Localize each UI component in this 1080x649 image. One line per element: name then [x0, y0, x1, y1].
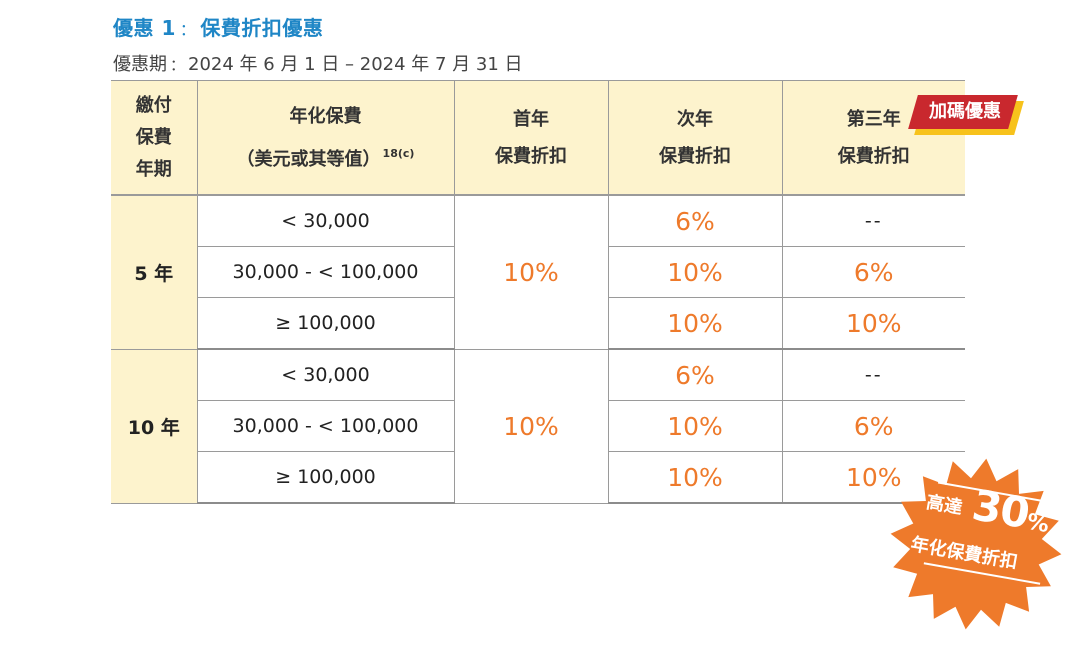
burst-text: 高達 30% 年化保費折扣	[862, 439, 1080, 649]
header-payment-term-line1: 繳付	[135, 94, 172, 116]
term-cell: 10 年	[111, 348, 198, 504]
premium-cell: 30,000 - < 100,000	[197, 400, 455, 452]
offer-period: 優惠期： 2024 年 6 月 1 日 – 2024 年 7 月 31 日	[113, 50, 523, 76]
offer-period-separator: ：	[170, 56, 186, 74]
table-header-row: 繳付 保費 年期 年化保費 （美元或其等值） 18(c) 首年 保費折扣 次年 保…	[111, 80, 965, 196]
header-annual-premium: 年化保費 （美元或其等值） 18(c)	[196, 80, 455, 196]
header-second-year-line2: 保費折扣	[659, 145, 731, 167]
header-payment-term: 繳付 保費 年期	[111, 80, 198, 196]
premium-cell: < 30,000	[196, 348, 455, 401]
table-row: 5 年 < 30,000 10% 6% --	[111, 194, 965, 350]
third-year-discount-cell: 10%	[781, 297, 965, 350]
burst-percent-value: 30%	[969, 480, 1054, 542]
burst-percent-number: 30	[968, 480, 1033, 539]
offer-period-label: 優惠期	[113, 54, 167, 75]
second-year-discount-cell: 10%	[607, 451, 783, 504]
header-third-year-line2: 保費折扣	[837, 145, 910, 167]
discount-table: 繳付 保費 年期 年化保費 （美元或其等值） 18(c) 首年 保費折扣 次年 保…	[111, 80, 965, 504]
header-annual-premium-line1: 年化保費	[289, 105, 362, 127]
table-row: 30,000 - < 100,000 10% 6%	[111, 400, 965, 452]
table-row: ≥ 100,000 10% 10%	[111, 451, 965, 504]
header-first-year: 首年 保費折扣	[453, 80, 609, 196]
footnote-ref: 18(c)	[382, 146, 415, 160]
burst-up-to-label: 高達	[924, 491, 964, 519]
term-cell: 5 年	[111, 194, 198, 350]
starburst-icon	[890, 458, 1062, 630]
table-row: ≥ 100,000 10% 10%	[111, 297, 965, 350]
bonus-offer-tag: 加碼優惠	[908, 95, 1024, 135]
header-annual-premium-line2: （美元或其等值） 18(c)	[198, 135, 454, 178]
offer-period-range: 2024 年 6 月 1 日 – 2024 年 7 月 31 日	[188, 54, 523, 75]
header-first-year-line2: 保費折扣	[495, 145, 567, 167]
header-payment-term-line2: 保費	[135, 126, 172, 148]
premium-cell: 30,000 - < 100,000	[197, 246, 455, 298]
table-row: 30,000 - < 100,000 10% 6%	[111, 246, 965, 298]
premium-cell: ≥ 100,000	[197, 297, 455, 350]
header-third-year-line1: 第三年	[846, 108, 901, 130]
second-year-discount-cell: 6%	[607, 194, 783, 247]
third-year-discount-cell: 10%	[781, 451, 965, 504]
offer-title: 優惠 1：保費折扣優惠	[113, 12, 323, 41]
header-annual-premium-currency: （美元或其等值）	[236, 148, 381, 170]
header-second-year-line1: 次年	[677, 108, 713, 130]
discount-burst-badge: 高達 30% 年化保費折扣	[876, 455, 1076, 633]
header-second-year: 次年 保費折扣	[607, 80, 783, 196]
header-first-year-line1: 首年	[513, 108, 549, 130]
first-year-discount-cell: 10%	[453, 194, 609, 350]
third-year-discount-cell: 6%	[781, 400, 965, 452]
burst-percent-sign: %	[1024, 509, 1050, 538]
third-year-discount-cell: --	[781, 348, 965, 401]
bonus-tag-label: 加碼優惠	[929, 101, 1001, 122]
offer-title-name: 保費折扣優惠	[200, 16, 324, 40]
first-year-discount-cell: 10%	[453, 348, 609, 504]
offer-title-prefix: 優惠 1	[113, 16, 176, 40]
header-payment-term-line3: 年期	[135, 158, 172, 180]
third-year-discount-cell: --	[781, 194, 965, 247]
offer-title-separator: ：	[179, 20, 197, 39]
premium-cell: < 30,000	[196, 194, 455, 247]
table-row: 10 年 < 30,000 10% 6% --	[111, 348, 965, 504]
second-year-discount-cell: 10%	[607, 297, 783, 350]
burst-caption: 年化保費折扣	[909, 533, 1020, 574]
premium-cell: ≥ 100,000	[197, 451, 455, 504]
second-year-discount-cell: 6%	[607, 348, 783, 401]
second-year-discount-cell: 10%	[607, 400, 783, 452]
second-year-discount-cell: 10%	[607, 246, 783, 298]
third-year-discount-cell: 6%	[781, 246, 965, 298]
